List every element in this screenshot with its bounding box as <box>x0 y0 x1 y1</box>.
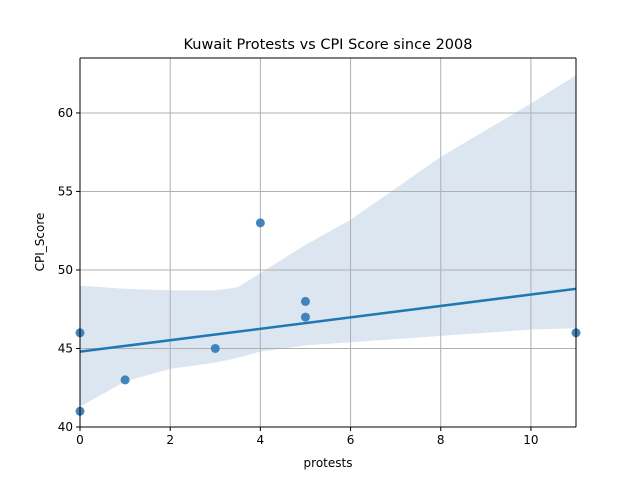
regression-line <box>79 287 577 353</box>
x-tick-label: 6 <box>347 433 355 447</box>
confidence-band-layer <box>80 75 576 407</box>
x-tick-label: 10 <box>523 433 538 447</box>
y-axis-label: CPI_Score <box>33 213 47 272</box>
data-point <box>210 343 220 353</box>
y-tick-label: 50 <box>58 263 73 277</box>
y-tick-label: 55 <box>58 184 73 198</box>
axes <box>79 57 577 428</box>
x-tick-label: 4 <box>257 433 265 447</box>
chart-title: Kuwait Protests vs CPI Score since 2008 <box>184 37 473 53</box>
tick-labels: 0 2 4 6 8 10 40 45 50 55 60 <box>58 106 539 447</box>
confidence-band <box>80 75 576 407</box>
data-point <box>120 375 130 385</box>
y-tick-label: 60 <box>58 106 73 120</box>
data-point <box>300 312 310 322</box>
y-tick-label: 40 <box>58 420 73 434</box>
x-tick-label: 8 <box>437 433 445 447</box>
data-point <box>300 296 310 306</box>
data-point <box>255 218 265 228</box>
y-tick-label: 45 <box>58 341 73 355</box>
x-tick-label: 2 <box>166 433 174 447</box>
regression-layer <box>79 287 577 353</box>
x-tick-label: 0 <box>76 433 84 447</box>
x-axis-label: protests <box>304 456 353 470</box>
